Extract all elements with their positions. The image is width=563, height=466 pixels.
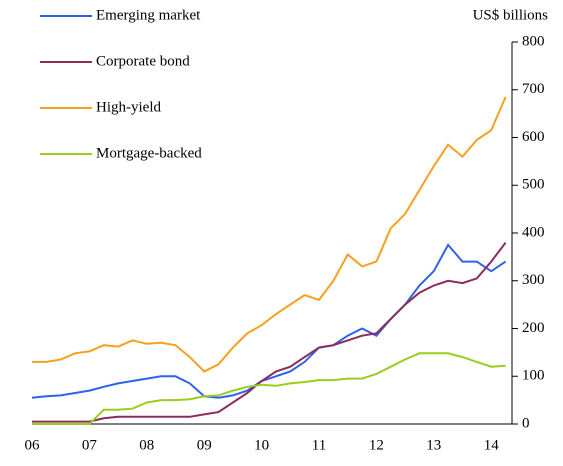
series-line: [31, 243, 507, 399]
y-tick-label: 600: [522, 129, 545, 145]
x-tick-label: 13: [426, 437, 441, 453]
x-tick-label: 09: [197, 437, 212, 453]
y-tick-label: 0: [522, 415, 530, 431]
legend-label: Corporate bond: [96, 53, 190, 69]
x-tick-label: 08: [139, 437, 154, 453]
y-tick-label: 700: [522, 81, 545, 97]
x-tick-label: 14: [484, 437, 500, 453]
legend-label: Emerging market: [96, 7, 201, 23]
x-tick-label: 12: [369, 437, 384, 453]
series-line: [32, 241, 507, 423]
legend-label: High-yield: [96, 99, 161, 115]
x-tick-label: 06: [25, 437, 41, 453]
y-tick-label: 100: [522, 368, 545, 384]
y-tick-label: 200: [522, 320, 545, 336]
y-tick-label: 500: [522, 177, 545, 193]
y-axis-label: US$ billions: [473, 7, 549, 23]
x-tick-label: 07: [82, 437, 98, 453]
series-line: [32, 352, 506, 425]
y-tick-label: 400: [522, 224, 545, 240]
legend-label: Mortgage-backed: [96, 145, 202, 161]
x-tick-label: 11: [312, 437, 326, 453]
y-tick-label: 800: [522, 33, 545, 49]
y-tick-label: 300: [522, 272, 545, 288]
x-tick-label: 10: [254, 437, 269, 453]
series-line: [32, 96, 507, 373]
